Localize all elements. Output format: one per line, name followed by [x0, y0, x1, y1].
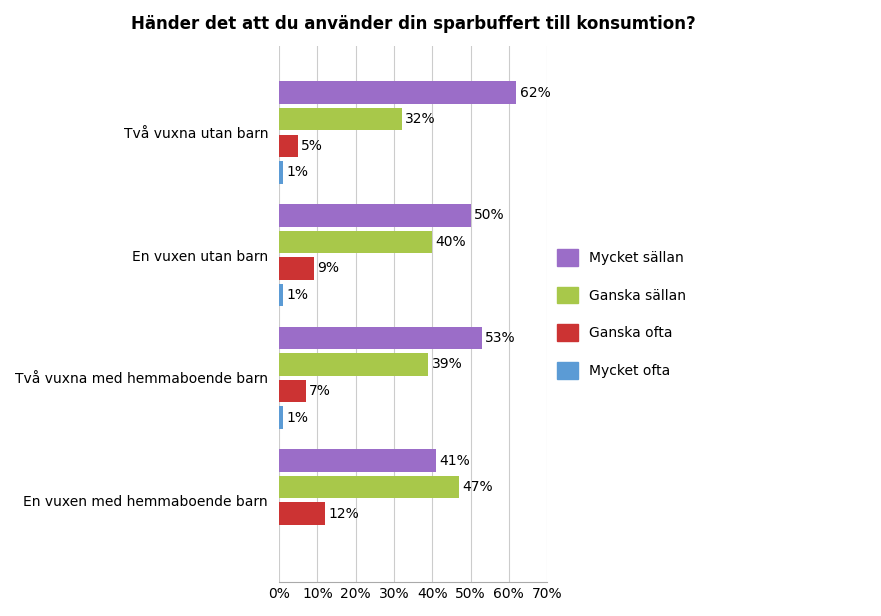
- Bar: [279, 134, 299, 157]
- Bar: [279, 449, 436, 472]
- Text: 39%: 39%: [432, 357, 463, 371]
- Text: 53%: 53%: [485, 331, 515, 345]
- Text: 50%: 50%: [474, 208, 504, 222]
- Bar: [279, 503, 325, 525]
- Bar: [279, 108, 402, 131]
- Bar: [279, 161, 283, 184]
- Text: 32%: 32%: [404, 112, 435, 126]
- Bar: [279, 204, 470, 227]
- Title: Händer det att du använder din sparbuffert till konsumtion?: Händer det att du använder din sparbuffe…: [130, 15, 695, 33]
- Text: 1%: 1%: [286, 411, 308, 424]
- Bar: [279, 230, 433, 253]
- Bar: [279, 257, 314, 280]
- Bar: [279, 284, 283, 306]
- Text: 40%: 40%: [435, 235, 466, 249]
- Text: 1%: 1%: [286, 288, 308, 302]
- Text: 1%: 1%: [286, 165, 308, 179]
- Bar: [279, 81, 516, 104]
- Text: 12%: 12%: [328, 507, 359, 521]
- Bar: [279, 326, 482, 349]
- Bar: [279, 380, 306, 402]
- Text: 9%: 9%: [316, 261, 338, 275]
- Text: 62%: 62%: [520, 86, 551, 100]
- Bar: [279, 407, 283, 429]
- Text: 7%: 7%: [309, 384, 331, 398]
- Text: 47%: 47%: [463, 480, 492, 494]
- Bar: [279, 476, 459, 498]
- Bar: [279, 353, 428, 376]
- Legend: Mycket sällan, Ganska sällan, Ganska ofta, Mycket ofta: Mycket sällan, Ganska sällan, Ganska oft…: [557, 249, 685, 379]
- Text: 5%: 5%: [301, 139, 323, 153]
- Text: 41%: 41%: [439, 453, 470, 468]
